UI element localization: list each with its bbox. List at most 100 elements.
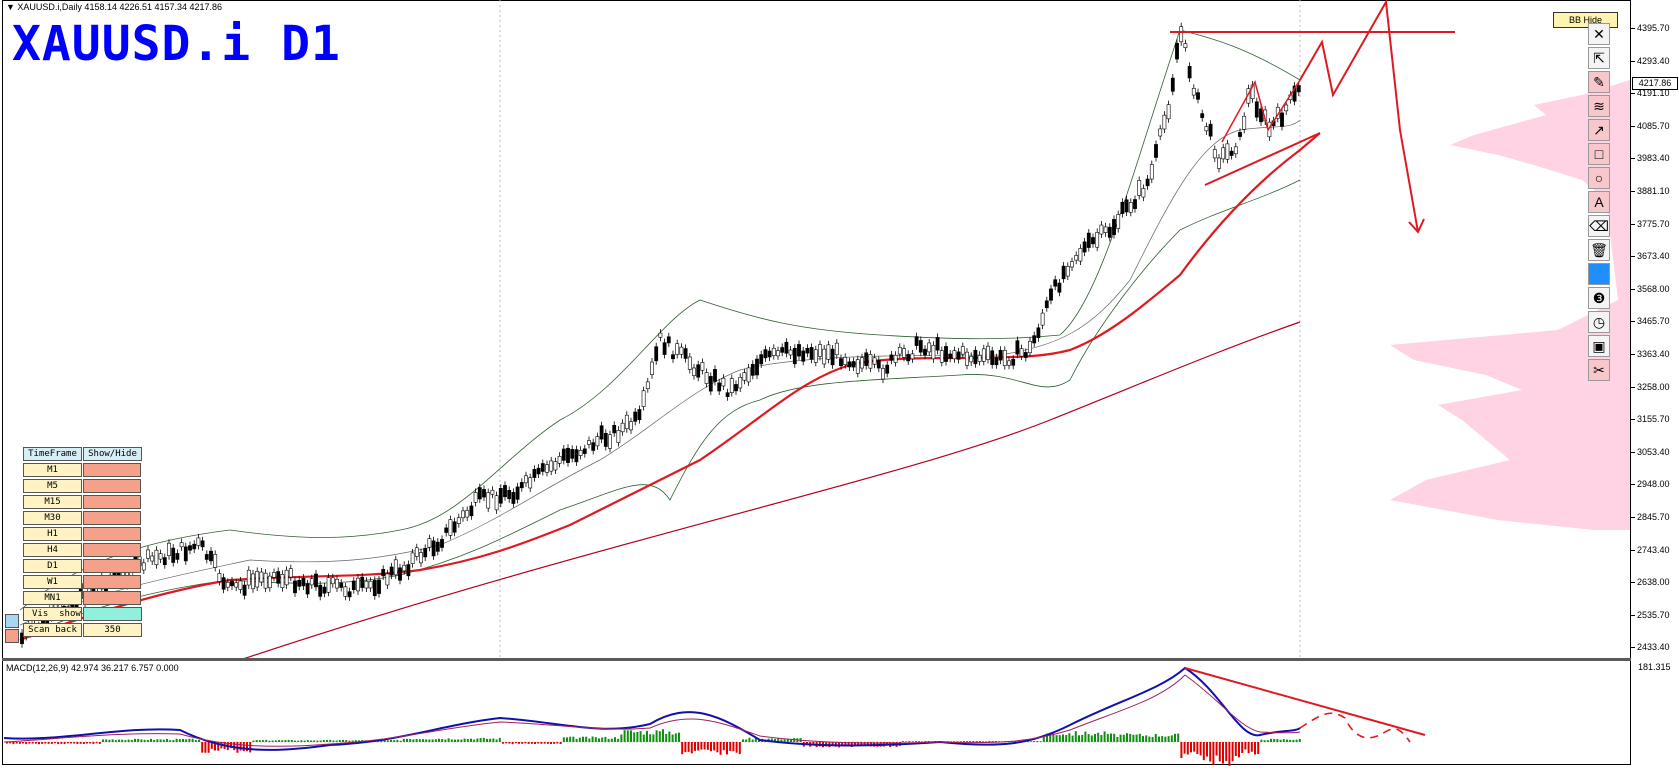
dropdown-triangle-icon[interactable]: ▼ — [6, 2, 18, 12]
candle-body — [192, 543, 197, 550]
panel-color-icon[interactable] — [5, 629, 19, 643]
color-swatch-icon[interactable] — [1588, 263, 1610, 285]
candle-body — [918, 340, 923, 353]
candle-body — [1015, 340, 1020, 355]
timeframe-toggle[interactable] — [83, 591, 141, 605]
candle-body — [902, 348, 906, 358]
candle-body — [314, 573, 318, 588]
candle-body — [402, 564, 407, 572]
timeframe-toggle[interactable] — [83, 511, 141, 525]
timeframe-header: TimeFrame — [23, 447, 82, 461]
candle-body — [1154, 144, 1158, 158]
candle-body — [1200, 113, 1205, 119]
show-toggle[interactable] — [83, 607, 142, 621]
save-icon[interactable]: ▣ — [1588, 335, 1610, 357]
candle-body — [906, 354, 911, 362]
candle-body — [482, 489, 486, 498]
candle-body — [519, 482, 524, 489]
timeframe-label: D1 — [23, 559, 82, 573]
rectangle-icon[interactable]: □ — [1588, 143, 1610, 165]
candle-body — [629, 421, 633, 431]
candle-body — [318, 584, 323, 597]
candle-body — [528, 477, 533, 489]
timeframe-label: H4 — [23, 543, 82, 557]
price-axis: 4217.86 181.315 4395.70 4293.40 4191.10 408… — [1631, 0, 1679, 773]
candle-body — [368, 580, 373, 589]
candle-body — [234, 582, 239, 588]
wave-lines-icon[interactable]: ≋ — [1588, 95, 1610, 117]
candle-body — [910, 353, 915, 360]
candle-body — [750, 363, 755, 376]
candle-body — [729, 378, 734, 393]
price-tick-label: 3053.40 — [1637, 446, 1670, 457]
candle-body — [591, 442, 596, 451]
timeframe-label: W1 — [23, 575, 82, 589]
candle-body — [1116, 214, 1121, 229]
trash-icon[interactable]: 🗑 — [1588, 239, 1610, 261]
candle-body — [780, 347, 785, 353]
candle-body — [238, 580, 243, 590]
candle-body — [1233, 146, 1238, 155]
candle-body — [582, 448, 587, 454]
candle-body — [242, 584, 247, 596]
price-tick-mark — [1631, 549, 1635, 551]
panel-window-icon[interactable] — [5, 614, 19, 628]
candle-body — [1074, 255, 1079, 261]
candle-body — [1166, 104, 1171, 120]
candle-body — [1133, 199, 1137, 209]
current-price-label: 4217.86 — [1632, 77, 1678, 90]
candle-body — [927, 342, 932, 353]
candle-body — [393, 559, 398, 576]
timeframe-toggle[interactable] — [83, 463, 141, 477]
circle-icon[interactable]: ○ — [1588, 167, 1610, 189]
scan-back-input[interactable]: 350 — [83, 623, 142, 637]
candle-body — [683, 348, 688, 359]
candle-body — [1095, 232, 1100, 248]
candle-body — [738, 376, 743, 389]
candle-body — [809, 347, 814, 360]
timeframe-toggle[interactable] — [83, 575, 141, 589]
candle-body — [322, 586, 327, 594]
eraser-icon[interactable]: ⌫ — [1588, 215, 1610, 237]
macd-header: MACD(12,26,9) 42.974 36.217 6.757 0.000 — [6, 663, 179, 673]
close-icon[interactable]: ✕ — [1588, 23, 1610, 45]
timeframe-toggle[interactable] — [83, 559, 141, 573]
candle-body — [805, 347, 810, 354]
clock-icon[interactable]: ◷ — [1588, 311, 1610, 333]
timeframe-toggle[interactable] — [83, 543, 141, 557]
candle-body — [935, 337, 940, 351]
pane-separator[interactable] — [2, 658, 1631, 661]
number-3-icon[interactable]: ❸ — [1588, 287, 1610, 309]
candle-body — [1044, 300, 1049, 309]
scissors-icon[interactable]: ✂ — [1588, 359, 1610, 381]
cursor-arrow-icon[interactable]: ⇱ — [1588, 47, 1610, 69]
candle-body — [146, 549, 150, 559]
candle-body — [423, 548, 428, 558]
candle-body — [1120, 201, 1125, 214]
timeframe-toggle[interactable] — [83, 495, 141, 509]
candle-body — [893, 354, 898, 363]
pencil-icon[interactable]: ✎ — [1588, 71, 1610, 93]
candle-body — [826, 344, 831, 360]
candle-body — [347, 591, 352, 598]
price-tick-mark — [1631, 451, 1635, 453]
candle-body — [1170, 77, 1175, 92]
trend-arrow-icon[interactable]: ↗ — [1588, 119, 1610, 141]
price-tick-mark — [1631, 60, 1635, 62]
candle-body — [1141, 188, 1146, 198]
bb-upper-band — [19, 29, 1301, 611]
candle-body — [419, 552, 423, 564]
timeframe-toggle[interactable] — [83, 479, 141, 493]
text-A-icon[interactable]: A — [1588, 191, 1610, 213]
candle-body — [767, 350, 772, 358]
timeframe-toggle[interactable] — [83, 527, 141, 541]
projection-zigzag — [1299, 0, 1419, 233]
candle-body — [507, 490, 512, 500]
price-chart[interactable] — [0, 0, 1631, 660]
candle-body — [1204, 126, 1209, 132]
price-tick-label: 2433.40 — [1637, 642, 1670, 653]
price-tick-mark — [1631, 647, 1635, 649]
candle-body — [1107, 226, 1112, 238]
candle-body — [1187, 66, 1192, 79]
candle-body — [490, 489, 495, 495]
